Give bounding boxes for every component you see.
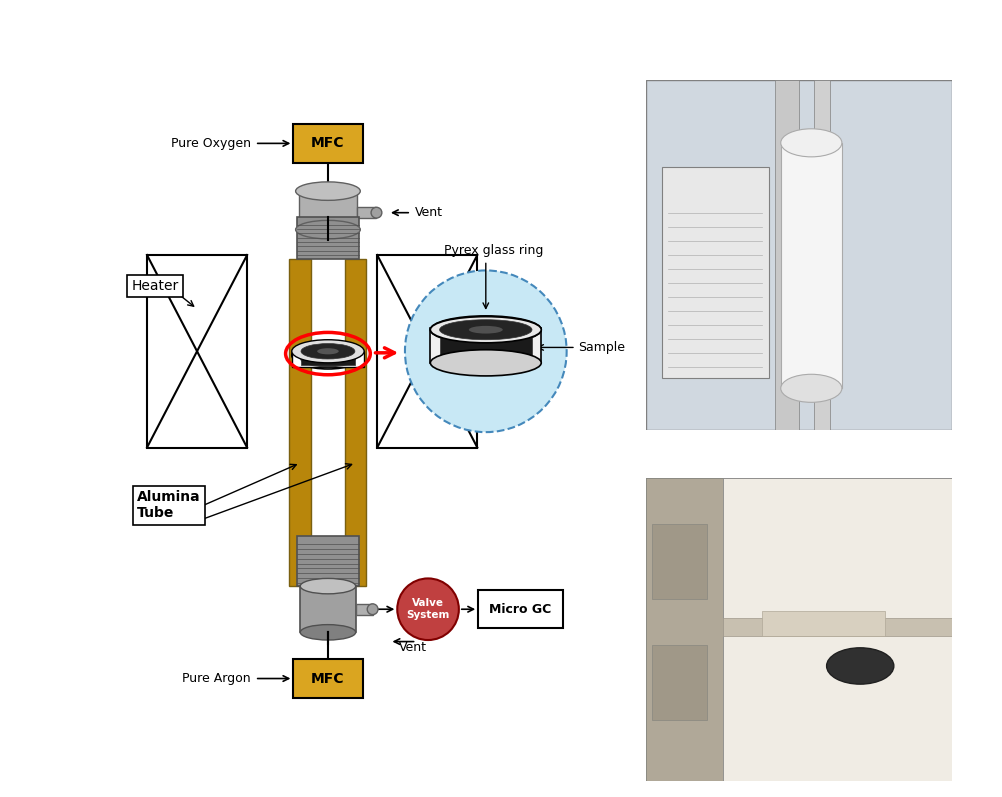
Ellipse shape [292, 340, 364, 363]
Ellipse shape [315, 352, 342, 359]
Ellipse shape [431, 350, 541, 376]
FancyBboxPatch shape [299, 191, 358, 230]
Ellipse shape [301, 344, 355, 359]
FancyBboxPatch shape [440, 334, 532, 357]
FancyBboxPatch shape [298, 217, 359, 259]
FancyBboxPatch shape [431, 328, 541, 363]
FancyBboxPatch shape [301, 586, 356, 632]
Ellipse shape [301, 579, 356, 594]
Ellipse shape [440, 320, 532, 340]
Ellipse shape [367, 604, 378, 614]
Ellipse shape [371, 207, 382, 218]
Ellipse shape [827, 648, 894, 684]
Text: Pyrex glass ring: Pyrex glass ring [444, 245, 543, 257]
Ellipse shape [301, 351, 355, 367]
Text: Valve
System: Valve System [407, 599, 450, 620]
Ellipse shape [296, 182, 361, 200]
FancyBboxPatch shape [290, 259, 311, 586]
Bar [781, 143, 842, 388]
FancyBboxPatch shape [301, 353, 355, 365]
Text: Vent: Vent [415, 206, 443, 219]
Ellipse shape [296, 221, 361, 239]
FancyBboxPatch shape [292, 351, 364, 367]
FancyBboxPatch shape [345, 259, 367, 586]
Text: Sample: Sample [578, 341, 625, 354]
Ellipse shape [781, 375, 842, 402]
Ellipse shape [431, 316, 541, 344]
Bar [652, 645, 707, 720]
FancyBboxPatch shape [358, 207, 377, 218]
Ellipse shape [318, 348, 339, 355]
Bar [722, 478, 952, 781]
FancyBboxPatch shape [147, 255, 247, 448]
FancyBboxPatch shape [294, 124, 363, 163]
FancyBboxPatch shape [294, 659, 363, 698]
Ellipse shape [469, 326, 503, 334]
Text: Micro GC: Micro GC [489, 603, 551, 616]
Bar [646, 478, 722, 781]
Text: MFC: MFC [312, 136, 345, 151]
Ellipse shape [301, 625, 356, 640]
Ellipse shape [431, 316, 541, 343]
FancyBboxPatch shape [478, 590, 563, 629]
Text: Alumina
Tube: Alumina Tube [137, 490, 200, 520]
Bar [775, 80, 799, 430]
FancyBboxPatch shape [377, 255, 477, 448]
Text: Pure Oxygen: Pure Oxygen [171, 137, 250, 150]
FancyBboxPatch shape [298, 536, 359, 586]
Ellipse shape [781, 129, 842, 157]
Text: Vent: Vent [399, 642, 427, 654]
FancyBboxPatch shape [356, 604, 373, 614]
Ellipse shape [292, 341, 364, 369]
Bar [763, 611, 885, 636]
Bar [815, 80, 830, 430]
Bar [652, 524, 707, 599]
Circle shape [397, 579, 459, 640]
Text: MFC: MFC [312, 672, 345, 685]
Text: Pure Argon: Pure Argon [182, 672, 250, 685]
Text: Heater: Heater [131, 279, 178, 292]
Bar [722, 618, 952, 636]
Circle shape [405, 270, 567, 432]
Bar [661, 167, 769, 378]
